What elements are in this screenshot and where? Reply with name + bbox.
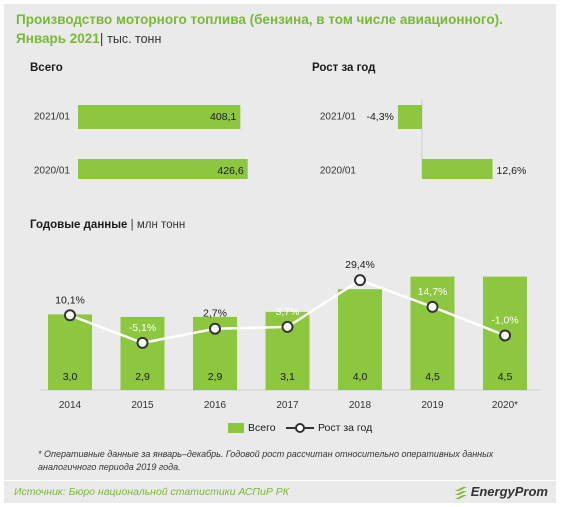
energyprom-logo-icon [454,486,467,499]
page-subtitle: Январь 2021| тыс. тонн [16,31,161,46]
growth-data-label: -1,0% [491,314,518,326]
growth-point [281,320,294,333]
growth-data-label: 29,4% [345,259,375,271]
footnote-line-1: * Оперативные данные за январь–декабрь. … [38,449,494,459]
bar [120,316,165,390]
logo-text: EnergyProm [470,484,548,499]
growth-data-label: 14,7% [418,286,448,298]
annual-section-title: Годовые данные | млн тонн [30,219,185,231]
bar-data-label: 4,0 [353,371,368,383]
bar [78,105,241,129]
growth-point [64,309,76,322]
growth-point [136,336,149,349]
chart-panel: Производство моторного топлива (бензина,… [4,4,556,480]
x-tick-label: 2015 [131,400,154,411]
x-tick-label: 2014 [59,400,82,411]
data-label: 426,6 [217,165,243,177]
x-tick-label: 2020* [492,400,518,411]
annual-chart: 3,0 2014 2,9 2015 2,9 2016 3,1 2017 4,0 2018 4,5 20… [40,259,540,434]
footnote-line-2: аналогичного периода 2019 года. [38,462,181,472]
unit-label: тыс. тонн [107,32,162,46]
legend-label-growth: Рост за год [318,422,372,434]
growth-data-label: 10,1% [55,294,85,306]
bar-data-label: 3,0 [63,371,78,383]
data-label: -4,3% [366,111,393,123]
total-section-title: Всего [30,62,63,74]
annual-unit: млн тонн [136,219,186,231]
x-tick-label: 2017 [276,400,299,411]
bar-data-label: 3,1 [280,371,295,383]
legend-label-bars: Всего [248,422,276,434]
period-label: Январь 2021 [16,31,100,46]
growth-point [499,329,511,342]
category-label: 2021/01 [34,112,71,123]
page-title: Производство моторного топлива (бензина,… [16,12,503,27]
bar-data-label: 4,5 [498,371,513,383]
annual-title: Годовые данные [30,219,128,231]
legend-swatch-bars [228,423,244,433]
title-separator: | [99,31,104,46]
bar [338,289,382,390]
bar-data-label: 2,9 [208,371,223,383]
bar [78,159,248,179]
growth-data-label: -5,1% [129,322,156,334]
growth-section-title: Рост за год [312,62,376,74]
growth-data-label: 3,7% [276,306,300,318]
category-label: 2020/01 [320,166,357,177]
annual-separator: | [130,219,134,231]
legend-marker-growth [295,423,305,433]
category-label: 2020/01 [34,166,71,177]
data-label: 12,6% [497,165,527,177]
x-tick-label: 2016 [204,400,227,411]
data-label: 408,1 [210,111,236,123]
source-text: Источник: Бюро национальной статистики А… [14,486,289,498]
growth-data-label: 2,7% [203,308,227,320]
x-tick-label: 2019 [421,400,444,411]
monthly-growth-chart: 2021/01 -4,3% 2020/01 12,6% [320,99,527,179]
monthly-total-chart: 2021/01 408,1 2020/01 426,6 [34,105,248,179]
growth-point [426,300,439,313]
bar [397,105,422,129]
growth-point [354,274,366,287]
bar [422,159,493,179]
bar-data-label: 4,5 [425,371,440,383]
growth-point [209,322,221,335]
category-label: 2021/01 [320,112,357,123]
bar-data-label: 2,9 [135,371,150,383]
bar [48,314,92,390]
source-bar: Источник: Бюро национальной статистики А… [4,481,556,503]
energyprom-logo: EnergyProm [454,484,548,500]
bar [410,276,455,390]
x-tick-label: 2018 [349,400,372,411]
